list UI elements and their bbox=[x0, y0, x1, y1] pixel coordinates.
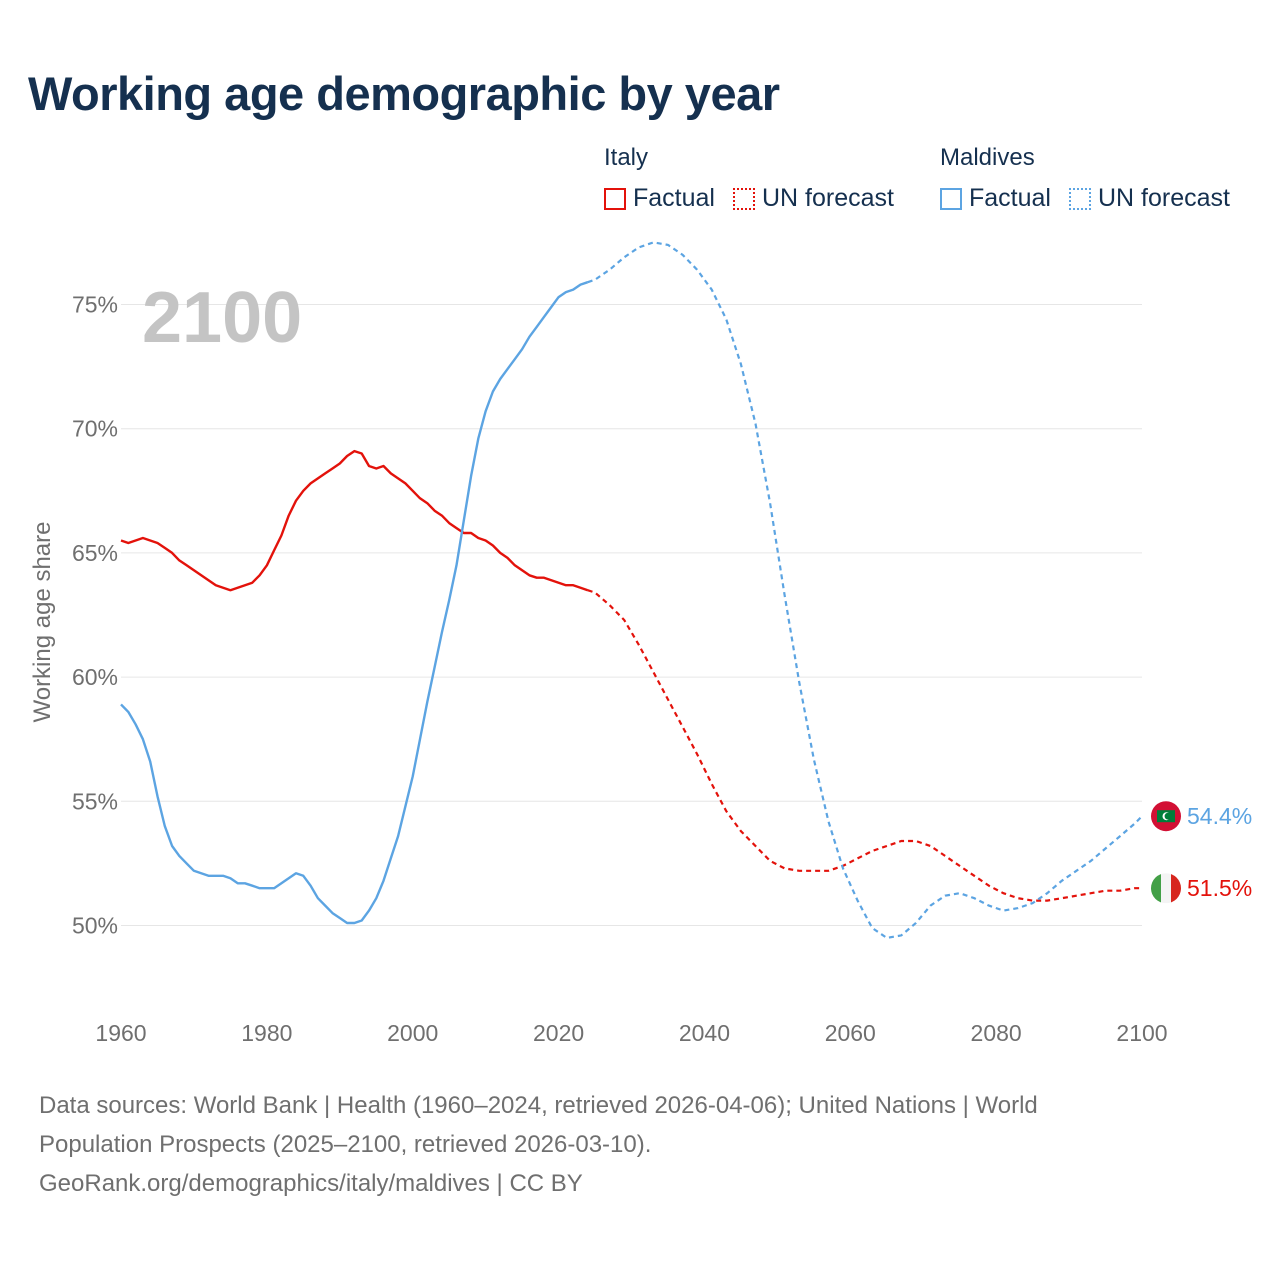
footer-sources-line-1: Data sources: World Bank | Health (1960–… bbox=[39, 1092, 1038, 1119]
dotted-swatch-icon bbox=[732, 187, 755, 210]
italy-flag-red bbox=[1171, 873, 1181, 904]
y-tick-label: 60% bbox=[72, 664, 118, 690]
legend-italy-forecast-label: UN forecast bbox=[761, 184, 894, 212]
maldives-forecast-line bbox=[587, 241, 1143, 940]
y-tick-label: 55% bbox=[72, 788, 118, 814]
legend-italy-factual-label: Factual bbox=[633, 184, 715, 212]
x-tick-label: 2060 bbox=[825, 1020, 876, 1046]
x-tick-label: 2020 bbox=[533, 1020, 584, 1046]
italy-flag-white bbox=[1161, 873, 1171, 904]
y-axis-label: Working age share bbox=[29, 522, 56, 723]
maldives-end-value-label: 54.4% bbox=[1187, 803, 1252, 829]
x-tick-label: 2000 bbox=[387, 1020, 438, 1046]
x-tick-label: 2100 bbox=[1116, 1020, 1167, 1046]
legend-maldives-factual-label: Factual bbox=[969, 184, 1051, 212]
italy-flag-stripes bbox=[1151, 873, 1181, 904]
maldives-factual-line bbox=[120, 281, 589, 925]
y-tick-label: 50% bbox=[72, 912, 118, 938]
dotted-swatch-icon bbox=[1068, 187, 1091, 210]
x-tick-label: 1980 bbox=[241, 1020, 292, 1046]
y-tick-label: 70% bbox=[72, 416, 118, 442]
x-tick-label: 1960 bbox=[95, 1020, 146, 1046]
legend-country-maldives: Maldives bbox=[940, 144, 1035, 171]
line-chart: 50% 55% 60% 65% 70% 75% 1960 1980 2000 2020 2040 20… bbox=[29, 241, 1252, 1046]
chart-title: Working age demographic by year bbox=[28, 67, 780, 120]
y-tick-label: 75% bbox=[72, 292, 118, 318]
year-watermark: 2100 bbox=[142, 278, 302, 358]
legend-maldives-factual[interactable]: Factual bbox=[940, 184, 1051, 213]
legend-country-italy: Italy bbox=[604, 144, 649, 171]
italy-forecast-line bbox=[587, 589, 1142, 902]
italy-end-value-label: 51.5% bbox=[1187, 875, 1252, 901]
solid-swatch-icon bbox=[604, 187, 626, 210]
maldives-flag-icon bbox=[1151, 801, 1181, 832]
y-tick-label: 65% bbox=[72, 540, 118, 566]
italy-flag-green bbox=[1151, 873, 1161, 904]
legend-maldives-forecast[interactable]: UN forecast bbox=[1068, 184, 1230, 213]
solid-swatch-icon bbox=[940, 187, 962, 210]
legend-italy-forecast[interactable]: UN forecast bbox=[732, 184, 894, 213]
x-tick-label: 2080 bbox=[971, 1020, 1022, 1046]
legend-maldives: Maldives Factual UN forecast bbox=[940, 144, 1230, 213]
footer: Data sources: World Bank | Health (1960–… bbox=[39, 1086, 1239, 1203]
italy-factual-line bbox=[120, 449, 589, 592]
legend-maldives-forecast-label: UN forecast bbox=[1097, 184, 1230, 212]
legend-italy-factual[interactable]: Factual bbox=[604, 184, 715, 213]
italy-flag-icon bbox=[1151, 873, 1181, 904]
legend-italy: Italy Factual UN forecast bbox=[604, 144, 894, 213]
maldives-flag-crescent-cut bbox=[1164, 812, 1172, 820]
x-tick-label: 2040 bbox=[679, 1020, 730, 1046]
footer-sources-line-2: Population Prospects (2025–2100, retriev… bbox=[39, 1131, 652, 1158]
footer-attribution[interactable]: GeoRank.org/demographics/italy/maldives … bbox=[39, 1170, 583, 1197]
